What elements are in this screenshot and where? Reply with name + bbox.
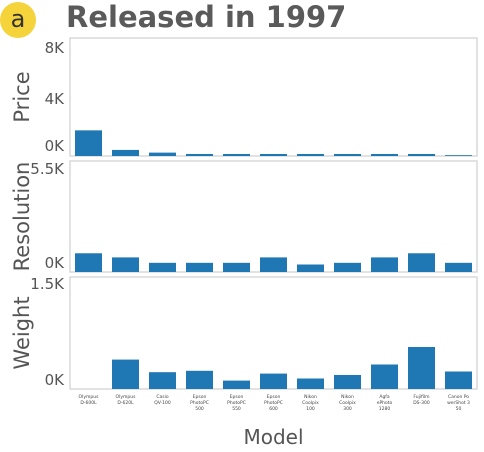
bar bbox=[149, 262, 176, 272]
bar bbox=[371, 364, 398, 389]
bar bbox=[260, 373, 287, 389]
bar bbox=[223, 262, 250, 272]
x-tick-label-line: Olympus bbox=[79, 394, 100, 400]
x-tick-label-line: 550 bbox=[232, 406, 241, 412]
x-tick-label-line: werShot 3 bbox=[447, 400, 470, 406]
x-tick-label: Casio QV-100 bbox=[154, 394, 171, 406]
bar bbox=[334, 262, 361, 272]
bar bbox=[223, 153, 250, 156]
panel-badge-letter: a bbox=[10, 5, 26, 33]
x-tick-label: Olympus D-620L bbox=[116, 394, 137, 406]
x-tick-label-line: 600 bbox=[269, 406, 278, 412]
x-tick-label: Epson PhotoPC 550 bbox=[227, 394, 246, 412]
x-tick-label-line: Agfa bbox=[379, 394, 390, 400]
bar bbox=[408, 253, 435, 272]
x-tick-label-line: 100 bbox=[306, 406, 315, 412]
x-tick-label: Nikon Coolpix 100 bbox=[302, 394, 319, 412]
x-tick-label-line: Coolpix bbox=[302, 400, 319, 406]
bar bbox=[445, 262, 472, 272]
x-tick-label-line: 500 bbox=[195, 406, 204, 412]
x-tick-label: Olympus D-600L bbox=[79, 394, 100, 406]
bar bbox=[445, 155, 472, 156]
x-tick-label: Epson PhotoPC 600 bbox=[264, 394, 283, 412]
x-tick-label-line: QV-100 bbox=[154, 400, 171, 406]
x-tick-label-line: Casio bbox=[156, 394, 168, 400]
y-axis-label: Price bbox=[10, 71, 34, 122]
bar bbox=[75, 130, 102, 156]
bar bbox=[408, 153, 435, 156]
y-tick-label: 8K bbox=[45, 39, 66, 57]
bar bbox=[260, 257, 287, 272]
bar bbox=[445, 371, 472, 389]
bar bbox=[371, 153, 398, 156]
bar bbox=[334, 375, 361, 389]
x-tick-label-line: 300 bbox=[343, 406, 352, 412]
bar bbox=[408, 347, 435, 389]
bar bbox=[112, 359, 139, 389]
x-tick-label-line: PhotoPC bbox=[264, 400, 283, 406]
y-tick-label: 0K bbox=[45, 371, 66, 389]
y-tick-label: 1.5K bbox=[30, 275, 65, 293]
x-tick-label-line: DS-300 bbox=[413, 400, 430, 406]
bar bbox=[186, 370, 213, 389]
x-tick-label-line: Nikon bbox=[304, 394, 317, 400]
y-axis-label: Resolution bbox=[10, 162, 34, 272]
bar bbox=[334, 153, 361, 156]
bar bbox=[149, 372, 176, 389]
bar bbox=[260, 153, 287, 156]
x-tick-label-line: PhotoPC bbox=[190, 400, 209, 406]
x-tick-label-line: 1280 bbox=[379, 406, 391, 412]
y-tick-label: 0K bbox=[45, 137, 66, 155]
bar bbox=[75, 253, 102, 272]
y-tick-label: 0K bbox=[45, 254, 66, 272]
x-tick-label-line: D-600L bbox=[80, 400, 97, 406]
x-axis-label: Model bbox=[243, 425, 303, 449]
x-tick-label-line: D-620L bbox=[117, 400, 134, 406]
x-tick-label-line: ePhoto bbox=[377, 400, 393, 406]
y-tick-label: 4K bbox=[45, 90, 66, 108]
x-tick-label: Fujifilm DS-300 bbox=[413, 394, 430, 406]
x-tick-label-line: Fujifilm bbox=[413, 394, 429, 400]
x-tick-label-line: Olympus bbox=[116, 394, 137, 400]
panel-frame bbox=[69, 37, 478, 157]
x-tick-label-line: Epson bbox=[267, 394, 281, 400]
bar bbox=[112, 149, 139, 156]
chart-title: Released in 1997 bbox=[66, 0, 347, 34]
x-tick-label-line: Epson bbox=[193, 394, 207, 400]
x-tick-label-line: Coolpix bbox=[339, 400, 356, 406]
x-tick-label: Epson PhotoPC 500 bbox=[190, 394, 209, 412]
bar bbox=[186, 262, 213, 272]
x-tick-label: Canon Po werShot 3 50 bbox=[447, 394, 470, 412]
bar bbox=[297, 378, 324, 389]
bar bbox=[297, 153, 324, 156]
y-tick-label: 5.5K bbox=[30, 160, 65, 178]
bar bbox=[297, 264, 324, 272]
x-tick-label-line: Epson bbox=[230, 394, 244, 400]
bar bbox=[223, 380, 250, 389]
x-tick-label-line: PhotoPC bbox=[227, 400, 246, 406]
y-axis-label: Weight bbox=[10, 296, 34, 369]
bar bbox=[186, 153, 213, 156]
bar bbox=[112, 257, 139, 272]
x-tick-label-line: Canon Po bbox=[448, 394, 469, 400]
bar bbox=[149, 152, 176, 156]
x-tick-label: Agfa ePhoto 1280 bbox=[377, 394, 393, 412]
x-tick-label-line: 50 bbox=[456, 406, 462, 412]
x-tick-label: Nikon Coolpix 300 bbox=[339, 394, 356, 412]
x-tick-label-line: Nikon bbox=[341, 394, 354, 400]
bar bbox=[371, 257, 398, 272]
panel-badge: a bbox=[0, 2, 36, 38]
